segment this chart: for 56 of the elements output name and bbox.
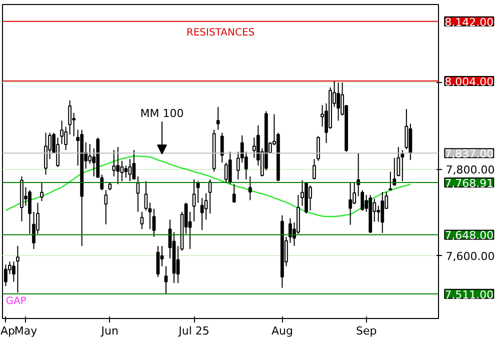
candlestick: [228, 151, 232, 185]
ref-line-label: 7,648.00: [444, 229, 494, 242]
candlestick: [196, 180, 200, 204]
candlestick: [16, 245, 20, 294]
candlestick: [200, 197, 204, 230]
candlestick: [164, 266, 168, 294]
y-tick-label: 7,800.00: [446, 164, 495, 177]
line-series: [5, 155, 412, 218]
x-tick-label: May: [14, 324, 38, 338]
candlestick: [400, 150, 404, 182]
candlestick: [56, 137, 60, 168]
candlestick: [136, 176, 140, 212]
candlestick: [308, 184, 312, 212]
candlestick: [396, 146, 400, 177]
text: MM 100: [140, 106, 184, 120]
candlestick: [68, 100, 72, 136]
candlestick: [192, 178, 196, 222]
candlestick: [348, 182, 352, 226]
candlestick: [140, 211, 144, 230]
x-tick-label: Jul 25: [178, 324, 210, 338]
candlestick: [224, 162, 228, 183]
candlestick: [144, 180, 148, 212]
candlestick: [336, 82, 340, 122]
candlestick: [44, 132, 48, 176]
ref-line-label: 8,004.00: [444, 75, 494, 88]
x-tick-label: Ap: [0, 324, 16, 338]
x-tick-label: Aug: [271, 324, 293, 338]
candlestick: [112, 150, 116, 177]
annotation: GAP: [6, 296, 26, 307]
ref-line-label: 8,142.00: [444, 16, 494, 29]
candlestick: [124, 165, 128, 178]
candlestick: [104, 190, 108, 225]
x-tick-label: Sep: [356, 324, 377, 338]
candlestick: [208, 178, 212, 214]
candlestick: [312, 158, 316, 180]
candlestick: [316, 136, 320, 162]
x-tick-label: Jun: [100, 324, 119, 338]
candlestick: [232, 184, 236, 204]
candlestick: [216, 106, 220, 130]
candlestick: [252, 137, 256, 158]
candlestick: [128, 158, 132, 182]
candlestick: [248, 176, 252, 201]
candlestick: [60, 120, 64, 145]
candlestick: [116, 146, 120, 185]
candlestick: [380, 191, 384, 234]
candlestick: [88, 144, 92, 164]
candlestick: [220, 132, 224, 164]
y-tick-label: 7,600.00: [446, 250, 495, 263]
candlestick: [404, 108, 408, 150]
ref-line-label: 7,511.00: [444, 288, 494, 302]
candlestick: [388, 171, 392, 191]
annotation: RESISTANCES: [186, 28, 255, 38]
candlestick: [132, 150, 136, 180]
ref-line-label: 7,768.91: [444, 176, 494, 190]
candlestick: [40, 182, 44, 202]
candlestick: [152, 208, 156, 238]
